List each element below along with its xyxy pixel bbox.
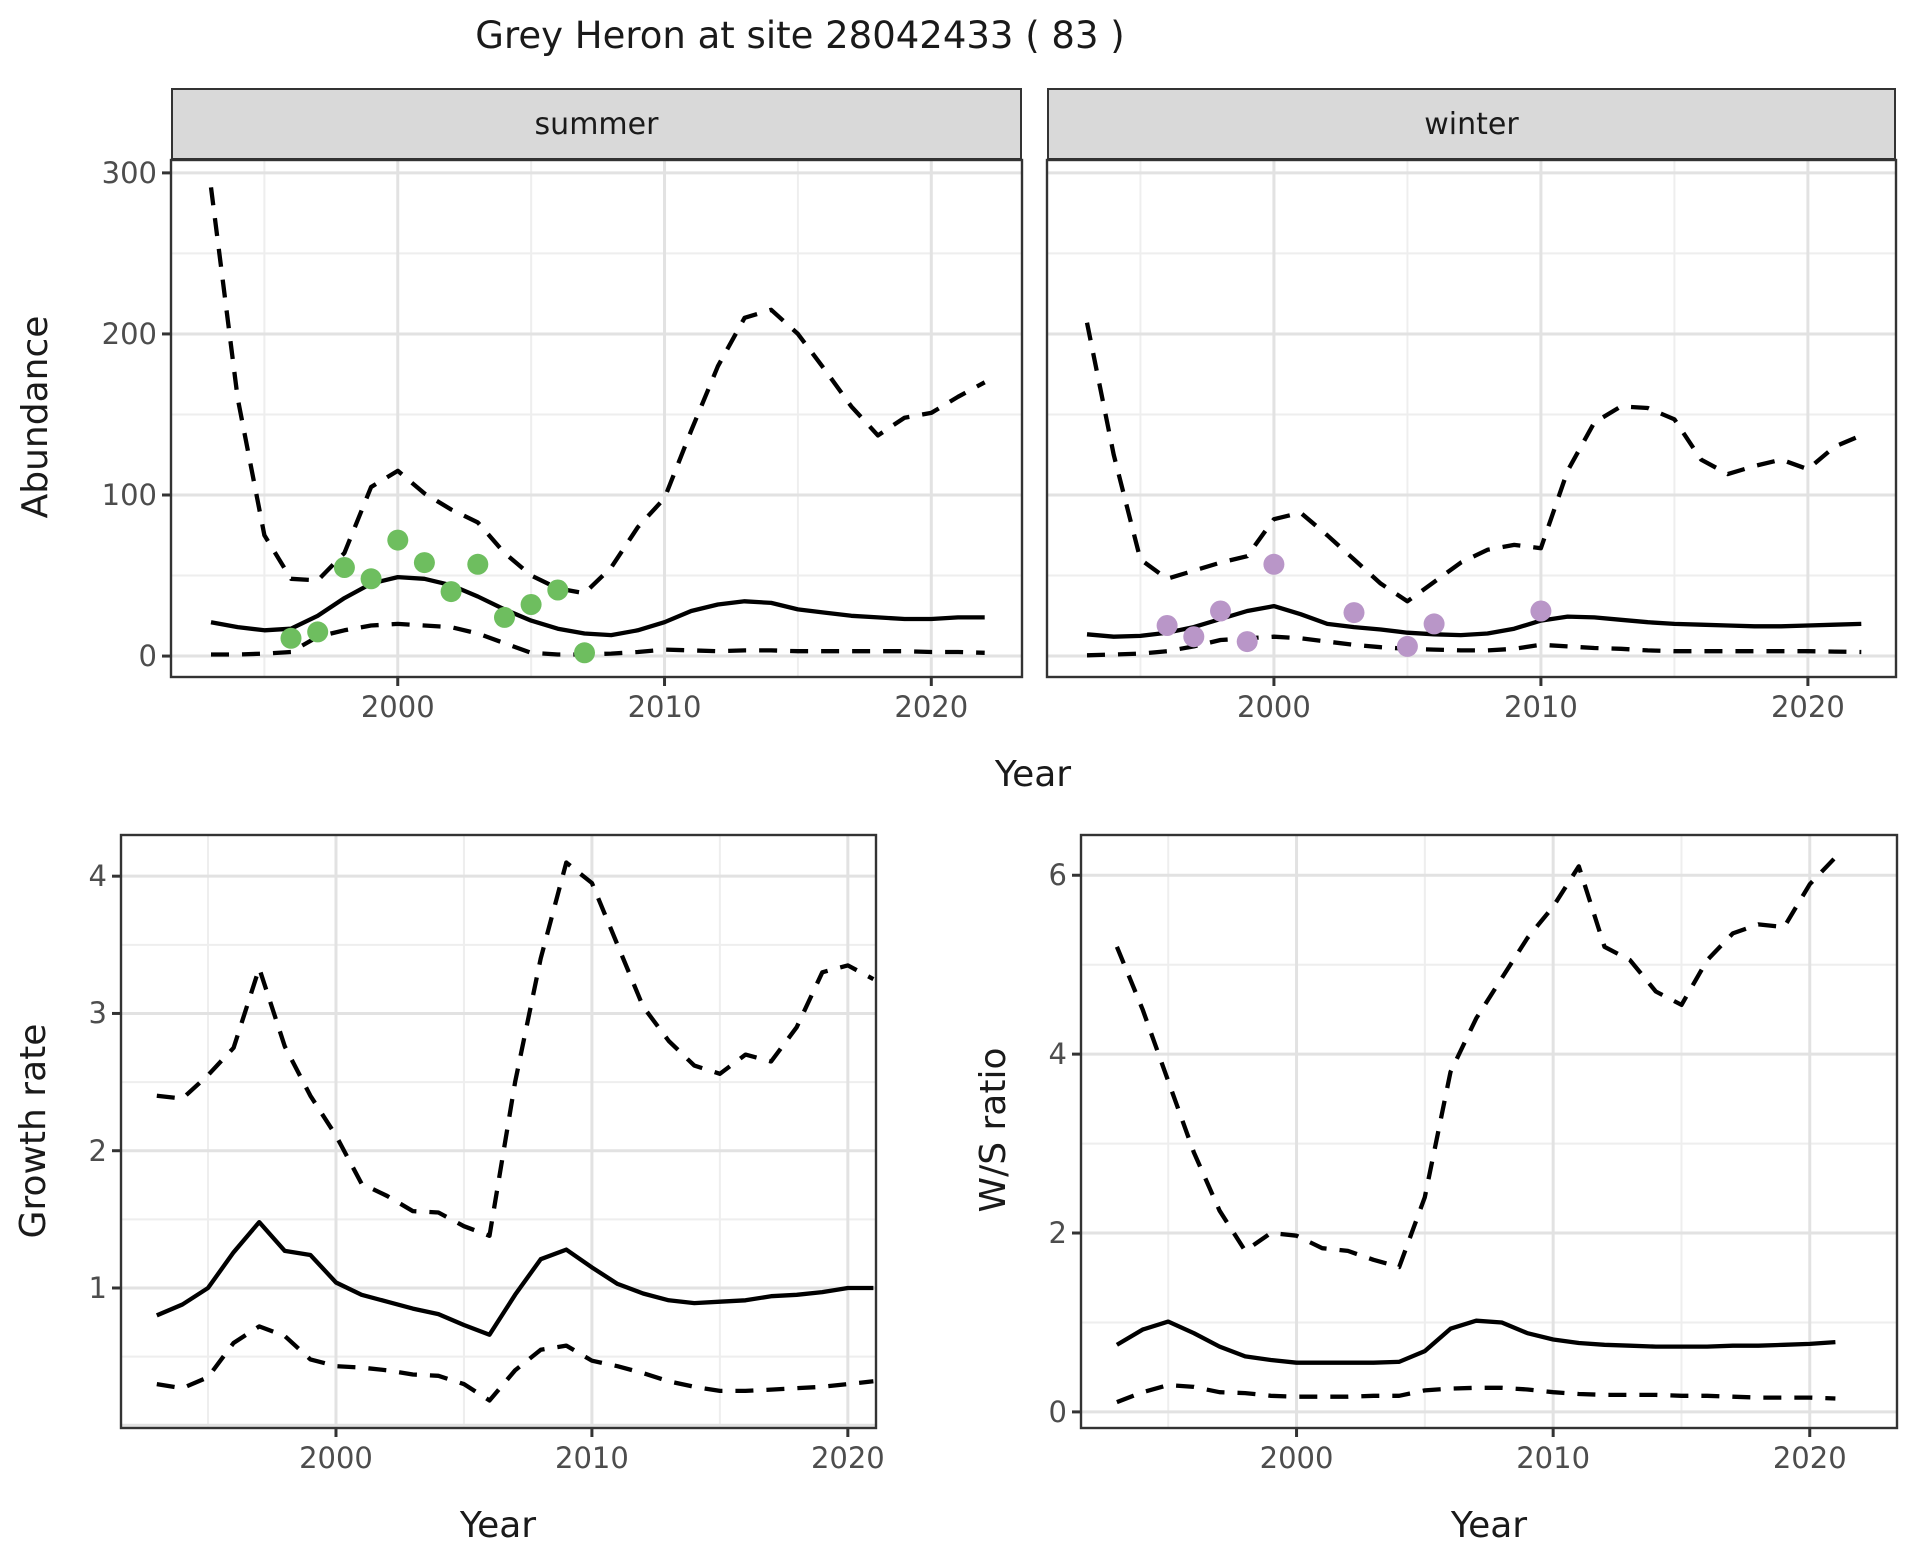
panel-border (1079, 833, 1899, 1430)
observed-point (494, 606, 515, 628)
y-tick-label: 100 (101, 478, 157, 512)
facet-strip-winter-label: winter (1424, 106, 1519, 142)
observed-point (387, 529, 409, 551)
fitted-line (1115, 1318, 1836, 1365)
observed-point (1183, 626, 1205, 648)
upper-ci-line (1114, 855, 1837, 1270)
lower-ci-line (156, 1324, 874, 1403)
year-axis-title-top: Year (994, 754, 1072, 795)
x-tick-label: 2010 (1516, 1441, 1591, 1475)
observed-point (1263, 553, 1285, 575)
observed-point (333, 557, 355, 578)
observed-point (1423, 613, 1445, 635)
upper-ci-line (156, 860, 875, 1238)
x-tick-label: 2020 (1770, 690, 1845, 724)
y-tick-label: 6 (1048, 858, 1067, 893)
x-tick-label: 2010 (555, 1441, 629, 1475)
panel-border (1045, 158, 1898, 679)
observed-point (280, 627, 302, 649)
observed-point (413, 552, 435, 574)
facet-strip-summer-label: summer (534, 106, 659, 142)
x-tick-label: 2020 (810, 1441, 885, 1475)
year-axis-title-bottom-right: Year (1450, 1505, 1528, 1546)
x-tick-label: 2020 (1772, 1441, 1847, 1475)
observed-point (1156, 615, 1178, 636)
y-tick-label: 3 (88, 996, 107, 1031)
y-tick-label: 200 (101, 316, 157, 351)
y-tick-label: 2 (1048, 1216, 1067, 1251)
x-tick-label: 2000 (360, 690, 435, 724)
fitted-line (155, 1219, 874, 1337)
upper-ci-line (208, 187, 986, 596)
chart-title: Grey Heron at site 28042433 ( 83 ) (475, 14, 1125, 57)
observed-point (307, 621, 329, 643)
upper-ci-line (1084, 322, 1863, 604)
x-tick-label: 2020 (894, 690, 969, 724)
x-tick-label: 2000 (1237, 690, 1311, 724)
observed-point (1396, 635, 1418, 657)
observed-point (1236, 631, 1258, 653)
y-tick-label: 1 (88, 1270, 107, 1305)
x-tick-label: 2010 (627, 690, 702, 724)
lower-ci-line (1086, 634, 1862, 658)
fitted-line (210, 574, 985, 638)
y-tick-label: 4 (88, 859, 107, 894)
panel-border (119, 833, 878, 1430)
x-tick-label: 2000 (299, 1441, 373, 1475)
observed-point (360, 568, 382, 590)
y-tick-label: 4 (1048, 1037, 1067, 1072)
facet-strip-winter: winter (1047, 88, 1896, 160)
panel-border (169, 158, 1024, 679)
facet-strip-summer: summer (171, 88, 1022, 160)
x-tick-label: 2010 (1504, 690, 1578, 724)
observed-point (440, 581, 462, 603)
lower-ci-line (211, 621, 985, 657)
observed-point (574, 642, 595, 664)
observed-point (1210, 600, 1231, 622)
y-tick-label: 300 (101, 155, 157, 190)
lower-ci-line (1116, 1382, 1836, 1405)
y-tick-label: 0 (138, 639, 157, 674)
observed-point (547, 579, 569, 601)
observed-point (520, 594, 542, 615)
y-tick-label: 0 (1048, 1394, 1067, 1429)
y-tick-label: 2 (88, 1133, 107, 1168)
observed-point (1530, 600, 1552, 622)
year-axis-title-bottom-left: Year (459, 1505, 537, 1546)
observed-point (1343, 602, 1365, 624)
x-tick-label: 2000 (1259, 1441, 1334, 1475)
observed-point (467, 553, 489, 575)
